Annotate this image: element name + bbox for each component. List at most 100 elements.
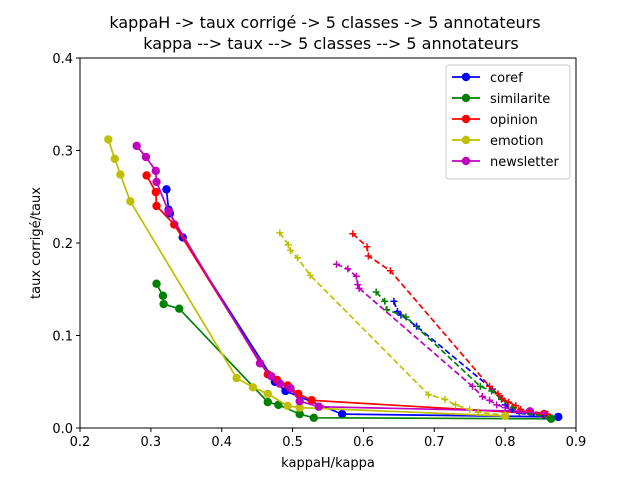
data-point (355, 284, 363, 292)
data-point (402, 313, 410, 321)
data-point (386, 267, 394, 275)
data-point (478, 393, 486, 401)
data-point (372, 288, 380, 296)
data-point (337, 409, 347, 419)
legend-entry: coref (452, 71, 523, 86)
data-point (267, 372, 276, 381)
data-point (498, 394, 506, 402)
data-point (286, 384, 295, 393)
legend-box (445, 64, 571, 180)
x-tick-label: 0.5 (282, 435, 303, 450)
data-point (486, 382, 494, 390)
data-point (294, 254, 302, 262)
data-point (152, 177, 161, 187)
data-point (141, 152, 151, 162)
y-tick-label: 0.2 (52, 237, 73, 252)
data-point (501, 411, 509, 419)
y-axis-label: taux corrigé/taux (29, 187, 44, 299)
data-point (390, 297, 398, 305)
y-tick-label: 0.0 (52, 422, 73, 437)
y-tick-label: 0.1 (52, 330, 73, 345)
chart-title-line-1: kappaH -> taux corrigé -> 5 classes -> 5… (109, 13, 540, 32)
data-point (452, 401, 460, 409)
data-point (515, 408, 523, 416)
data-point (159, 299, 168, 309)
data-point (283, 401, 292, 410)
data-point (284, 241, 292, 249)
legend-swatch-marker (461, 72, 471, 82)
data-point (248, 383, 258, 392)
legend-entry: emotion (452, 134, 544, 149)
data-point (274, 400, 283, 410)
legend-swatch-marker (461, 156, 471, 166)
data-point (263, 397, 272, 407)
x-tick-label: 0.9 (566, 435, 587, 450)
data-point (295, 396, 304, 406)
data-point (441, 395, 449, 403)
legend-label: coref (490, 71, 523, 86)
data-point (126, 197, 135, 206)
data-point (493, 401, 501, 409)
data-point (352, 272, 360, 280)
series-line (375, 291, 548, 418)
legend-label: newsletter (490, 155, 559, 170)
legend-entry: newsletter (452, 155, 559, 170)
data-point (151, 187, 161, 197)
data-point (554, 412, 563, 422)
x-tick-label: 0.6 (353, 435, 374, 450)
data-point (486, 396, 494, 404)
data-point (306, 271, 314, 279)
data-point (381, 297, 389, 305)
series-dashed-9 (333, 260, 548, 417)
data-point (164, 207, 173, 216)
data-point (110, 154, 119, 164)
legend-label: emotion (490, 134, 544, 149)
data-point (333, 260, 341, 268)
x-tick-label: 0.7 (424, 435, 445, 450)
data-point (152, 201, 161, 211)
data-point (501, 404, 509, 412)
data-point (354, 281, 362, 289)
data-point (469, 382, 477, 390)
data-point (170, 220, 179, 229)
data-point (116, 170, 125, 179)
plot-frame (79, 57, 577, 429)
y-tick-label: 0.3 (52, 145, 73, 160)
legend: coref similarite opinion emotion newsletter (445, 64, 571, 180)
data-point (309, 413, 319, 423)
data-point (232, 373, 241, 383)
data-point (363, 243, 371, 251)
data-point (286, 246, 294, 254)
data-point (275, 379, 285, 388)
data-point (158, 291, 168, 300)
series-similarite (152, 279, 556, 423)
axis-ticks: 0.2 0.3 0.4 0.5 0.6 0.7 0.8 0.9 0.0 0.1 0.2 0.3 0.4 (52, 52, 586, 450)
data-point (142, 171, 151, 180)
data-point (476, 382, 484, 390)
data-point (364, 252, 372, 260)
data-point (425, 391, 433, 399)
data-point (175, 304, 184, 313)
data-point (151, 166, 161, 176)
legend-swatch-marker (461, 93, 471, 103)
legend-entry: similarite (452, 92, 550, 107)
x-tick-label: 0.2 (70, 435, 91, 450)
data-point (512, 402, 520, 410)
legend-label: opinion (490, 113, 538, 128)
x-axis-label: kappaH/kappa (281, 456, 375, 471)
legend-label: similarite (490, 92, 550, 107)
x-tick-label: 0.8 (495, 435, 516, 450)
data-point (466, 406, 474, 413)
series-emotion (104, 135, 510, 421)
data-point (505, 398, 513, 406)
data-point (255, 359, 265, 368)
legend-swatch-marker (461, 114, 471, 124)
data-point (132, 141, 141, 151)
data-point (276, 229, 284, 237)
data-point (314, 402, 323, 411)
y-tick-label: 0.4 (52, 52, 73, 67)
series-dashed-8 (276, 229, 509, 419)
series-line (107, 139, 506, 417)
plot-area (104, 135, 563, 423)
